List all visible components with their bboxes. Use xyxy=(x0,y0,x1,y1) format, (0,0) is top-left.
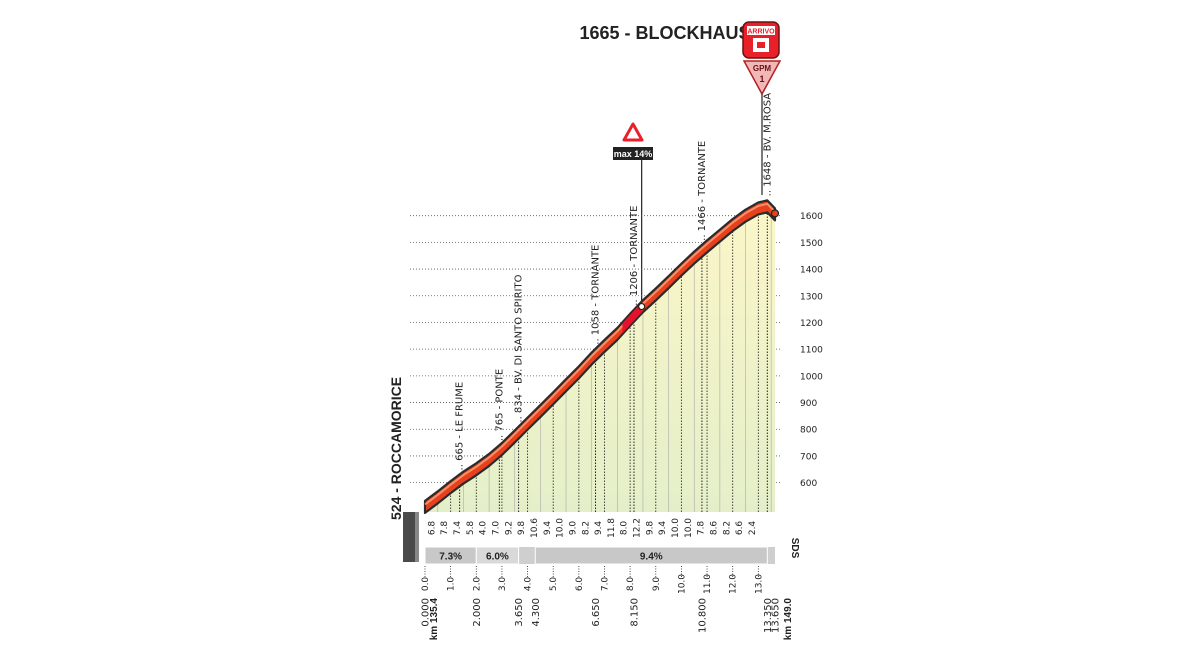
sector-segment xyxy=(534,546,768,565)
waypoint-label: .. 1466 - TORNANTE xyxy=(697,141,708,241)
gpm-category: 1 xyxy=(759,74,764,84)
waypoint-label: .. 665 - LE FRUME xyxy=(455,382,466,471)
chart-title: 1665 - BLOCKHAUS xyxy=(579,23,750,43)
gradient-label: 10.6 xyxy=(530,518,540,538)
elevation-tick: 1000 xyxy=(800,372,823,382)
km-tick: 8.0 xyxy=(626,577,636,592)
km-tick: 4.0 xyxy=(524,577,534,592)
gradient-label: 7.0 xyxy=(492,521,502,536)
warning-triangle-icon xyxy=(622,122,644,142)
gradient-label: 6.8 xyxy=(427,521,437,536)
waypoint-label: .. 834 - BV. DI SANTO SPIRITO xyxy=(514,274,525,422)
distance-marker: 4.300 xyxy=(531,598,542,627)
gradient-label: 12.2 xyxy=(633,518,643,538)
gradient-label: 9.4 xyxy=(543,521,553,536)
gradient-label: 8.2 xyxy=(722,521,732,535)
waypoint-label: .. 1648 - BV. M.ROSA xyxy=(762,93,773,197)
distance-marker: 13.350 xyxy=(763,598,774,633)
finish-dot xyxy=(770,209,780,218)
distance-marker: 13.650 xyxy=(771,598,782,633)
gradient-label: 7.4 xyxy=(453,521,463,536)
gradient-label: 9.8 xyxy=(645,521,655,536)
steep-section xyxy=(622,302,642,334)
gradient-label: 9.8 xyxy=(517,521,527,536)
km-start-label: km 135.4 xyxy=(429,598,440,641)
elevation-tick: 900 xyxy=(800,399,817,409)
max-grade-dot xyxy=(638,302,646,311)
gradient-label: 7.8 xyxy=(440,521,450,536)
elevation-tick: 700 xyxy=(800,452,817,462)
km-fill-lines xyxy=(437,206,772,512)
max-grade-label: max 14% xyxy=(614,149,653,159)
sector-bar: 7.3% 6.0% 9.4% xyxy=(424,546,775,565)
waypoint-label: .. 765 - PONTE xyxy=(494,369,505,441)
km-tick: 6.0 xyxy=(575,577,585,592)
distance-marker: 6.650 xyxy=(591,598,602,627)
elevation-tick-labels: 600 700 800 900 1000 1100 1200 1300 1400 1500 1600 xyxy=(800,212,823,489)
road-highlight xyxy=(424,202,776,506)
road-profile xyxy=(423,199,780,515)
gradient-label: 11.8 xyxy=(607,518,617,538)
gpm-label: GPM xyxy=(753,64,772,73)
gradient-label: 9.4 xyxy=(594,521,604,536)
sector-segment xyxy=(475,546,520,565)
km-tick: 10.0 xyxy=(677,574,687,594)
km-tick-labels: 0.0 1.0 2.0 3.0 4.0 5.0 6.0 7.0 8.0 9.0 10.0 11.0 12… xyxy=(421,566,764,594)
gradient-label: 8.6 xyxy=(709,521,719,536)
km-tick: 0.0 xyxy=(421,577,431,592)
km-tick: 5.0 xyxy=(549,577,559,592)
km-tick: 9.0 xyxy=(652,577,662,592)
sector-label: 6.0% xyxy=(486,552,509,563)
elevation-tick: 1500 xyxy=(800,239,823,249)
gradient-label: 9.0 xyxy=(568,521,578,536)
elevation-tick: 800 xyxy=(800,426,817,436)
km-tick: 1.0 xyxy=(447,577,457,592)
km-tick: 11.0 xyxy=(703,574,713,594)
gradient-label: 10.0 xyxy=(671,518,681,538)
distance-markers: 0.000 2.000 3.650 4.300 6.650 8.150 10.800 13.3… xyxy=(421,598,782,633)
waypoint-label: .. 1206 - TORNANTE xyxy=(629,206,640,306)
gradient-label: 9.4 xyxy=(658,521,668,536)
waypoint-label: .. 1058 - TORNANTE xyxy=(591,245,602,345)
distance-marker: 10.800 xyxy=(697,598,708,633)
start-label: 524 - ROCCAMORICE xyxy=(388,377,404,520)
km-tick: 3.0 xyxy=(498,577,508,592)
km-end-label: km 149.0 xyxy=(783,598,794,641)
distance-marker: 8.150 xyxy=(629,598,640,627)
elevation-tick: 1300 xyxy=(800,292,823,302)
gradient-label: 2.4 xyxy=(748,521,758,536)
elevation-tick: 1200 xyxy=(800,319,823,329)
km-tick: 2.0 xyxy=(472,577,482,592)
elevation-tick: 1600 xyxy=(800,212,823,222)
gradient-label: 9.2 xyxy=(504,521,514,535)
gradient-label: 6.6 xyxy=(735,521,745,536)
gpm-badge: GPM 1 xyxy=(742,60,782,96)
sector-label: 9.4% xyxy=(640,552,663,563)
elevation-tick: 1100 xyxy=(800,346,823,356)
finish-badge-label: ARRIVO xyxy=(747,29,775,36)
start-block xyxy=(403,512,419,562)
elevation-tick: 600 xyxy=(800,479,817,489)
gradient-label: 8.2 xyxy=(581,521,591,535)
gradient-label: 4.0 xyxy=(479,521,489,536)
sector-label: 7.3% xyxy=(439,552,462,563)
finish-badge: ARRIVO xyxy=(742,21,780,59)
km-tick: 7.0 xyxy=(600,577,610,592)
elevation-tick: 1400 xyxy=(800,266,823,276)
gradient-label: 5.8 xyxy=(466,521,476,536)
sponsor-logo: SDS xyxy=(789,538,800,559)
max-grade-marker: max 14% xyxy=(613,122,653,307)
gradient-label: 8.0 xyxy=(620,521,630,536)
distance-marker: 2.000 xyxy=(472,598,483,627)
km-tick: 13.0 xyxy=(754,574,764,594)
gradient-label: 10.0 xyxy=(556,518,566,538)
distance-marker: 0.000 xyxy=(421,598,432,627)
gradient-label: 10.0 xyxy=(684,518,694,538)
gradient-labels: 6.8 7.8 7.4 5.8 4.0 7.0 9.2 9.8 10.6 9.4 10.0 9.0 8.… xyxy=(427,518,758,538)
km-tick: 12.0 xyxy=(729,574,739,594)
waypoints: .. 665 - LE FRUME .. 765 - PONTE .. 834 - … xyxy=(455,93,774,471)
gradient-label: 7.8 xyxy=(697,521,707,536)
distance-marker: 3.650 xyxy=(514,598,525,627)
